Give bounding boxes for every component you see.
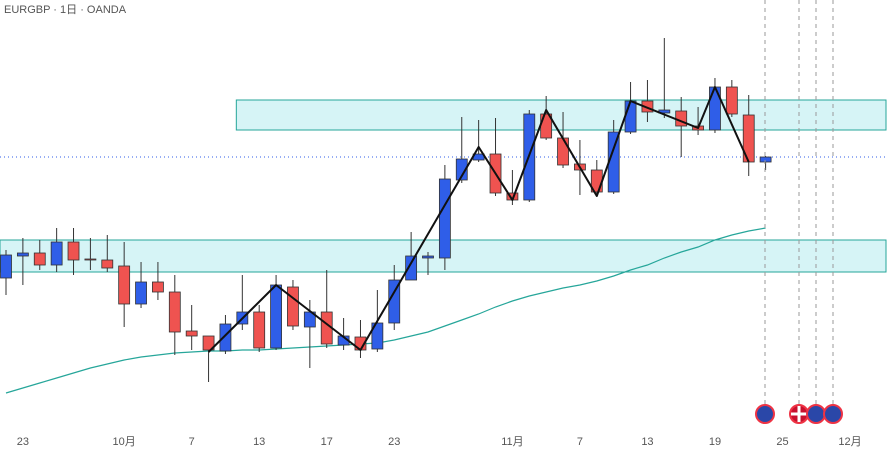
eu-event-icon[interactable] — [755, 404, 775, 424]
candle-body — [219, 323, 232, 352]
zigzag — [207, 86, 750, 353]
x-tick-label: 12月 — [838, 436, 861, 448]
candle-body — [253, 311, 266, 349]
x-tick-label: 13 — [641, 436, 653, 448]
candle-body — [405, 255, 418, 281]
x-tick-label: 7 — [577, 436, 583, 448]
candle-body — [270, 284, 282, 349]
candle-body — [557, 137, 569, 166]
candle-body — [759, 156, 772, 163]
x-tick-label: 23 — [17, 436, 29, 448]
chart-title: EURGBP · 1日 · OANDA — [4, 4, 127, 16]
candle-body — [50, 241, 63, 266]
candle-body — [16, 252, 29, 257]
x-tick-label: 10月 — [113, 436, 136, 448]
candle-body — [422, 255, 434, 259]
x-tick-label: 25 — [776, 436, 788, 448]
uk-cross — [791, 406, 807, 422]
candle-body — [455, 158, 468, 181]
eu-event-icon[interactable] — [823, 404, 843, 424]
candle-body — [438, 178, 451, 259]
candle-body — [202, 335, 215, 351]
eu-event-icon[interactable] — [806, 404, 826, 424]
candle-body — [0, 254, 12, 279]
x-tick-label: 7 — [189, 436, 195, 448]
candle-body — [287, 286, 299, 327]
candle-body — [725, 86, 738, 115]
candle-body — [168, 291, 181, 333]
x-tick-label: 19 — [709, 436, 721, 448]
moving-average — [5, 227, 766, 394]
event-icons[interactable] — [755, 404, 843, 424]
candle-body — [371, 322, 384, 350]
candle-body — [101, 259, 114, 269]
candle-body — [152, 281, 164, 293]
candle-body — [67, 241, 80, 261]
candles — [0, 38, 772, 382]
candle-body — [84, 258, 97, 261]
candle-body — [118, 265, 131, 305]
candle-body — [624, 100, 637, 133]
x-tick-label: 17 — [321, 436, 333, 448]
candle-body — [33, 252, 46, 266]
zone — [235, 99, 887, 131]
event-markers — [764, 0, 834, 404]
candle-body — [135, 281, 147, 305]
x-tick-label: 23 — [388, 436, 400, 448]
x-tick-label: 11月 — [501, 436, 523, 448]
x-tick-label: 13 — [253, 436, 265, 448]
candle-body — [185, 330, 198, 337]
